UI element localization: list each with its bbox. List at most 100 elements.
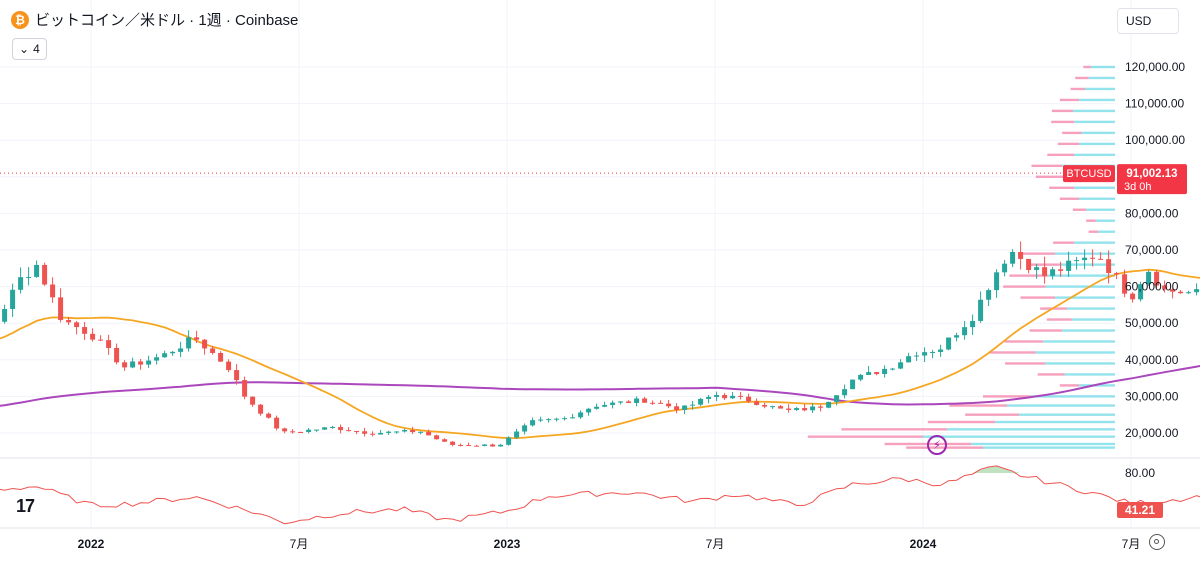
candle-body [1026, 258, 1032, 270]
candle-body [554, 418, 560, 420]
volume-profile-down-bar [1020, 252, 1055, 255]
candle-body [882, 368, 888, 374]
candle-body [810, 406, 816, 411]
candle-body [1122, 274, 1128, 294]
candle-body [314, 429, 320, 431]
volume-profile-down-bar [1020, 296, 1055, 299]
candle-body [1106, 259, 1112, 274]
volume-profile-up-bar [1079, 98, 1115, 102]
candle-body [794, 408, 800, 410]
candle-body [762, 404, 768, 407]
candle-body [474, 445, 480, 447]
volume-profile-down-bar [1037, 373, 1065, 376]
symbol-tag-label: BTCUSD [1066, 168, 1111, 180]
volume-profile-down-bar [1035, 175, 1065, 178]
volume-profile-up-bar [1079, 142, 1115, 146]
volume-profile-down-bar [1062, 131, 1082, 135]
symbol-title[interactable]: ビットコイン／米ドル · 1週 · Coinbase [35, 12, 299, 29]
volume-profile-down-bar [1088, 230, 1099, 233]
candle-body [906, 356, 912, 363]
candle-body [594, 406, 600, 409]
volume-profile-up-bar [1019, 413, 1115, 416]
candle-body [1002, 263, 1008, 273]
rsi-value-label: 41.21 [1125, 503, 1155, 517]
volume-profile-down-bar [1004, 340, 1043, 343]
candlestick-series [2, 241, 1200, 447]
candle-body [194, 337, 200, 340]
candle-body [330, 426, 336, 428]
volume-profile-up-bar [1091, 65, 1115, 69]
candle-body [290, 431, 296, 433]
candle-body [946, 337, 952, 350]
candle-body [746, 396, 752, 402]
candle-body [10, 289, 16, 310]
candle-body [466, 445, 472, 447]
symbol-tag-background [1063, 165, 1115, 183]
volume-profile-up-bar [1079, 197, 1115, 200]
price-axis-tick-label: 50,000.00 [1125, 316, 1179, 330]
candle-body [890, 368, 896, 370]
candle-body [738, 395, 744, 397]
candle-body [218, 352, 224, 362]
volume-profile-down-bar [1003, 285, 1046, 288]
candle-body [346, 430, 352, 432]
volume-profile-down-bar [1059, 98, 1079, 102]
volume-profile-up-bar [1074, 153, 1115, 157]
candle-body [650, 402, 656, 404]
candle-body [202, 339, 208, 349]
candle-body [954, 335, 960, 338]
candle-body [874, 372, 880, 374]
candle-body [706, 396, 712, 399]
volume-profile-down-bar [807, 435, 923, 438]
candle-body [1114, 273, 1120, 275]
candle-body [826, 401, 832, 408]
candle-body [938, 349, 944, 352]
candle-body [530, 420, 536, 426]
price-axis-tick-label: 100,000.00 [1125, 133, 1185, 147]
candle-body [722, 395, 728, 399]
gear-icon[interactable] [1149, 534, 1165, 550]
volume-profile-down-bar [1051, 120, 1075, 124]
candle-body [1066, 260, 1072, 271]
lightning-icon[interactable]: ⚡ [927, 435, 947, 455]
candle-body [154, 357, 160, 361]
volume-profile-up-bar [1047, 274, 1115, 277]
volume-profile-down-bar [983, 395, 1031, 398]
volume-profile-down-bar [927, 420, 995, 424]
last-price-badge [1117, 164, 1187, 195]
candle-body [922, 352, 928, 356]
candle-body [26, 276, 32, 278]
volume-profile-up-bar [1007, 404, 1115, 407]
candle-body [234, 370, 240, 381]
candle-body [66, 319, 72, 323]
candle-body [1146, 271, 1152, 285]
volume-profile-down-bar [1031, 164, 1063, 168]
candle-body [538, 419, 544, 421]
candle-body [410, 430, 416, 433]
volume-profile-down-bar [1027, 263, 1060, 266]
candle-body [378, 432, 384, 435]
volume-profile-down-bar [1057, 142, 1079, 146]
candle-body [570, 417, 576, 419]
tradingview-logo-icon[interactable]: 17 [16, 496, 35, 516]
candle-body [394, 431, 400, 433]
candle-body [658, 402, 664, 404]
candle-body [586, 408, 592, 413]
candle-body [162, 353, 168, 358]
candle-body [978, 299, 984, 321]
candle-body [434, 435, 440, 440]
candle-body [626, 401, 632, 404]
candle-body [1098, 258, 1104, 260]
volume-profile-down-bar [841, 428, 947, 431]
candle-body [1034, 267, 1040, 270]
volume-profile-down-bar [1046, 318, 1072, 321]
volume-profile-up-bar [1081, 131, 1115, 135]
currency-selector[interactable]: USD [1117, 8, 1179, 34]
candle-body [34, 264, 40, 277]
candle-body [578, 412, 584, 418]
volume-profile-down-bar [949, 404, 1007, 407]
indicators-toggle-button[interactable]: ⌄ 4 [12, 38, 47, 60]
candle-body [58, 297, 64, 320]
